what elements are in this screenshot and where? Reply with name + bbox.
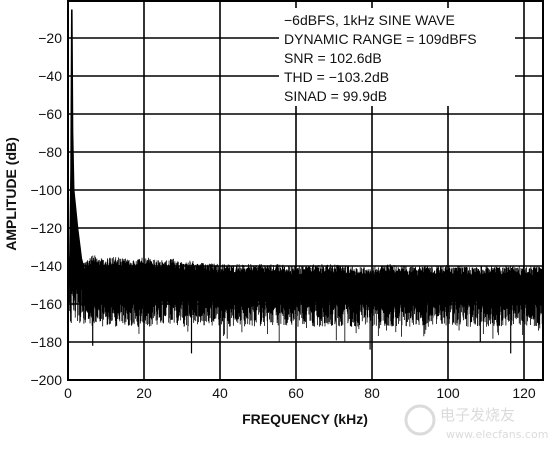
annotation-line-2: DYNAMIC RANGE = 109dBFS bbox=[284, 31, 477, 47]
x-tick-label: 100 bbox=[436, 385, 460, 401]
y-tick-label: −40 bbox=[38, 68, 62, 84]
y-tick-label: −100 bbox=[30, 182, 62, 198]
y-tick-label: −180 bbox=[30, 334, 62, 350]
x-tick-label: 40 bbox=[212, 385, 228, 401]
plot-frame bbox=[67, 0, 544, 381]
annotation-background bbox=[279, 8, 515, 106]
x-tick-label: 120 bbox=[512, 385, 536, 401]
annotation-line-5: SINAD = 99.9dB bbox=[284, 88, 387, 104]
watermark-text-cn: 电子发烧友 bbox=[440, 406, 515, 424]
y-tick-label: −160 bbox=[30, 296, 62, 312]
y-tick-label: −20 bbox=[38, 30, 62, 46]
x-tick-label: 0 bbox=[64, 385, 72, 401]
x-tick-label: 60 bbox=[288, 385, 304, 401]
y-tick-label: −120 bbox=[30, 220, 62, 236]
y-axis-label: AMPLITUDE (dB) bbox=[3, 137, 19, 251]
y-tick-label: −60 bbox=[38, 106, 62, 122]
low-frequency-trace bbox=[68, 21, 84, 323]
watermark-logo: 电子发烧友 www.elecfans.com bbox=[404, 404, 548, 441]
x-tick-label: 80 bbox=[364, 385, 380, 401]
y-tick-labels: −20 −40 −60 −80 −100 −120 −140 −160 −180 −200 bbox=[30, 30, 62, 388]
noise-floor-trace bbox=[82, 255, 544, 342]
y-tick-label: −200 bbox=[30, 372, 62, 388]
x-tick-labels: 0 20 40 60 80 100 120 bbox=[64, 385, 536, 401]
y-tick-label: −140 bbox=[30, 258, 62, 274]
spectrum-plot bbox=[67, 9, 544, 354]
annotation-line-1: −6dBFS, 1kHz SINE WAVE bbox=[284, 12, 455, 28]
watermark-text-url: www.elecfans.com bbox=[446, 428, 548, 441]
watermark-logo-icon bbox=[404, 404, 436, 436]
x-tick-label: 20 bbox=[136, 385, 152, 401]
x-axis-label: FREQUENCY (kHz) bbox=[242, 411, 368, 427]
y-tick-label: −80 bbox=[38, 144, 62, 160]
annotation-line-3: SNR = 102.6dB bbox=[284, 50, 382, 66]
annotation-line-4: THD = −103.2dB bbox=[284, 69, 389, 85]
